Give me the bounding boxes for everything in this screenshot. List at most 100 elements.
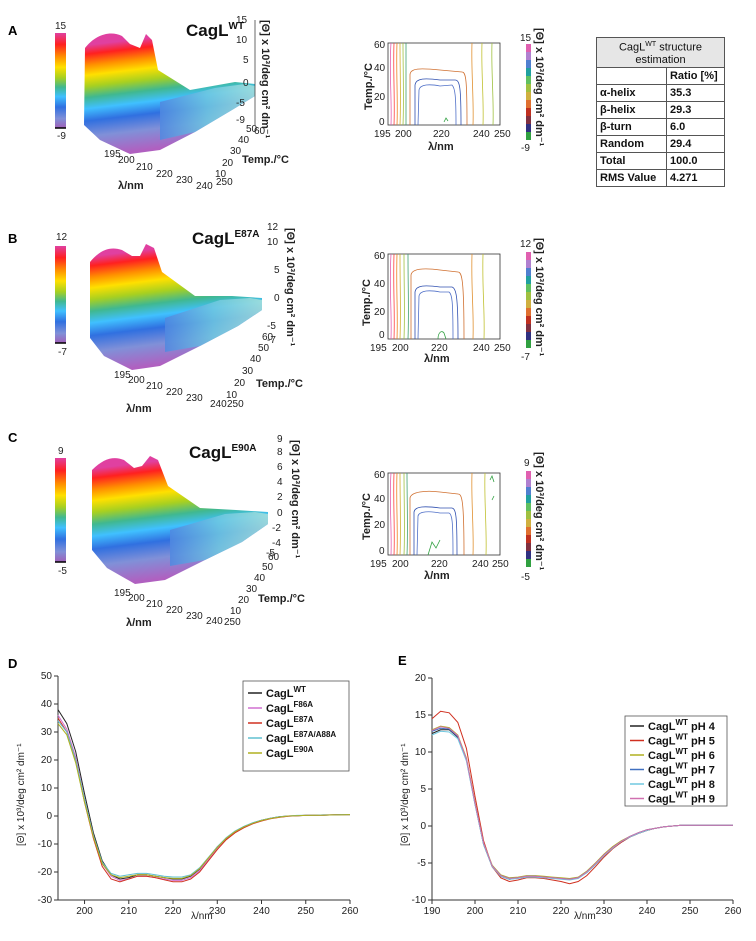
x-tick-c-6: 250: [224, 617, 241, 628]
contour-a-x-tick-2: 220: [433, 129, 450, 140]
table-header: CagLWT structure estimation: [596, 37, 725, 68]
panel-label-b: B: [8, 231, 17, 246]
contour-b-frame: [387, 253, 501, 340]
x-tick-b-4: 230: [186, 393, 203, 404]
x-tick-a-1: 200: [118, 155, 135, 166]
contour-c-x-tick-3: 240: [472, 559, 489, 570]
x-tick-c-0: 195: [114, 588, 131, 599]
contour-b-bar-label: [Θ] x 10³/deg cm² dm⁻¹: [533, 238, 545, 357]
e-x-label: λ/nm: [574, 911, 596, 922]
contour-a-x-tick-1: 200: [395, 129, 412, 140]
table-row: α-helix 35.3: [596, 83, 726, 102]
contour-a-colorbar: [526, 44, 531, 140]
z-tick-b-3: 0: [274, 293, 280, 304]
title-c: CagLE90A: [189, 443, 257, 462]
contour-b-y-label: Temp./°C: [361, 279, 373, 326]
legend-label: CagLE87A/A88A: [266, 730, 336, 745]
panel-label-c: C: [8, 430, 18, 445]
z-tick-c-6: -2: [272, 523, 281, 534]
series-line-5: [57, 723, 351, 879]
y-tick-label: 20: [41, 755, 53, 766]
y-tick-label: 5: [420, 784, 426, 795]
x-tick-b-6: 250: [227, 399, 244, 410]
y-tick-label: 30: [41, 727, 53, 738]
x-tick-b-2: 210: [146, 381, 163, 392]
contour-plot-c: 60 40 20 0 Temp./°C 195 200 220 240 250 …: [361, 452, 545, 583]
x-label-c: λ/nm: [126, 617, 152, 629]
y-tick-c-2: 30: [246, 584, 258, 595]
title-b: CagLE87A: [192, 229, 260, 248]
y-tick-b-0: 10: [226, 390, 238, 401]
y-tick-label: 20: [415, 673, 427, 684]
table-corner: [596, 66, 667, 85]
x-tick-a-4: 230: [176, 175, 193, 186]
line-chart-e: 190 200 210 220 230 240 250 260 -10 -5 0 5 10 15 20 [Θ…: [400, 673, 742, 922]
x-tick-label: 210: [510, 906, 527, 917]
contour-c-colorbar: [526, 471, 531, 567]
legend-label: CagLF86A: [266, 700, 313, 715]
contour-b-bar-max: 12: [520, 239, 532, 250]
y-tick-a-4: 50: [246, 124, 258, 135]
contour-c-x-label: λ/nm: [424, 570, 450, 582]
z-tick-a-0: 15: [236, 15, 248, 26]
z-label-b: [Θ] x 10³/deg cm² dm⁻¹: [284, 228, 296, 347]
x-tick-label: 260: [342, 906, 359, 917]
x-tick-c-5: 240: [206, 616, 223, 627]
x-tick-b-1: 200: [128, 375, 145, 386]
y-tick-label: 10: [415, 747, 427, 758]
x-tick-label: 220: [165, 906, 182, 917]
y-tick-c-5: 60: [268, 552, 280, 563]
surface-plot-b: 12 -7 12 10 5 0 -5 -7 [Θ] x 10³/deg cm² …: [55, 222, 303, 415]
z-tick-b-1: 10: [267, 237, 279, 248]
contour-c-y-tick-1: 40: [374, 494, 386, 505]
panel-label-e: E: [398, 653, 407, 668]
surface-b-tail: [165, 298, 262, 352]
d-ticks: 200 210 220 230 240 250 260 -30 -20 -10 0 10 20 30 40 5…: [38, 671, 359, 917]
contour-b-x-label: λ/nm: [424, 353, 450, 365]
legend-label: CagLWT pH 6: [648, 747, 715, 762]
e-series-lines: [431, 710, 733, 885]
z-tick-b-2: 5: [274, 265, 280, 276]
y-tick-c-4: 50: [262, 562, 274, 573]
x-label-a: λ/nm: [118, 180, 144, 192]
contour-a-y-tick-2: 20: [374, 92, 386, 103]
x-tick-label: 200: [467, 906, 484, 917]
z-label-a: [Θ] x 10³/deg cm² dm⁻¹: [259, 20, 271, 139]
colorbar-a: [55, 33, 66, 128]
contour-a-bar-max: 15: [520, 33, 532, 44]
y-tick-label: -10: [38, 839, 53, 850]
y-tick-b-1: 20: [234, 378, 246, 389]
x-tick-label: 250: [682, 906, 699, 917]
d-legend: [242, 680, 350, 772]
contour-b-y-tick-3: 0: [379, 330, 385, 341]
contour-c-y-tick-3: 0: [379, 546, 385, 557]
x-tick-label: 190: [424, 906, 441, 917]
x-tick-b-3: 220: [166, 387, 183, 398]
d-x-label: λ/nm: [191, 911, 213, 922]
title-a: CagLWT: [186, 21, 244, 40]
legend-label: CagLWT pH 9: [648, 791, 715, 806]
contour-b-y-tick-0: 60: [374, 251, 386, 262]
contour-a-bar-min: -9: [521, 143, 530, 154]
y-tick-b-3: 40: [250, 354, 262, 365]
y-tick-label: 10: [41, 783, 53, 794]
colorbar-b: [55, 246, 66, 343]
contour-b-y-tick-2: 20: [374, 307, 386, 318]
y-label-c: Temp./°C: [258, 593, 305, 605]
x-tick-a-5: 240: [196, 181, 213, 192]
x-tick-label: 250: [297, 906, 314, 917]
e-legend: [624, 715, 728, 807]
contour-a-y-tick-3: 0: [379, 117, 385, 128]
contour-a-x-tick-4: 250: [494, 129, 511, 140]
contour-c-bar-min: -5: [521, 572, 530, 583]
x-tick-label: 240: [639, 906, 656, 917]
z-tick-c-7: -4: [272, 538, 281, 549]
surface-c: [92, 456, 268, 584]
contour-a-y-tick-1: 40: [374, 63, 386, 74]
contour-plot-a: 60 40 20 0 Temp./°C 195 200 220 240 250 …: [363, 28, 545, 154]
legend-label: CagLWT pH 8: [648, 776, 715, 791]
y-tick-label: -20: [38, 867, 53, 878]
contour-c-x-tick-0: 195: [370, 559, 387, 570]
contour-b-x-tick-1: 200: [392, 343, 409, 354]
